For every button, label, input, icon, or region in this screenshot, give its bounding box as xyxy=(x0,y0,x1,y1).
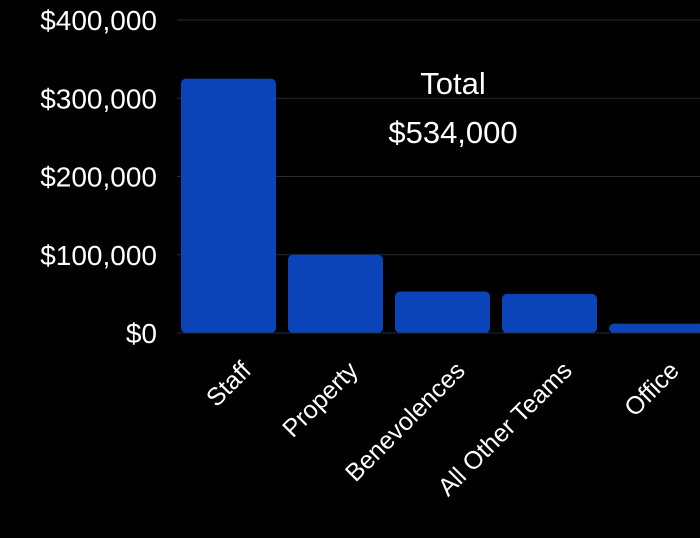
y-tick-label: $400,000 xyxy=(40,5,157,36)
total-label: Total xyxy=(420,66,485,101)
x-tick-label: Staff xyxy=(201,356,257,412)
y-axis: $0 $100,000 $200,000 $300,000 $400,000 xyxy=(40,5,157,349)
y-tick-label: $200,000 xyxy=(40,162,157,193)
bar-property xyxy=(288,254,383,333)
bars xyxy=(181,78,700,333)
bar-all-other-teams xyxy=(502,293,597,333)
y-tick-label: $0 xyxy=(126,318,157,349)
y-tick-label: $100,000 xyxy=(40,240,157,271)
total-value: $534,000 xyxy=(388,115,517,150)
bar-benevolences xyxy=(395,291,490,333)
bar-staff xyxy=(181,78,276,333)
total-annotation: Total $534,000 xyxy=(388,66,517,150)
x-tick-label: Office xyxy=(619,356,685,422)
bar-office xyxy=(609,323,700,333)
y-tick-label: $300,000 xyxy=(40,83,157,114)
x-tick-label: Property xyxy=(277,356,364,443)
